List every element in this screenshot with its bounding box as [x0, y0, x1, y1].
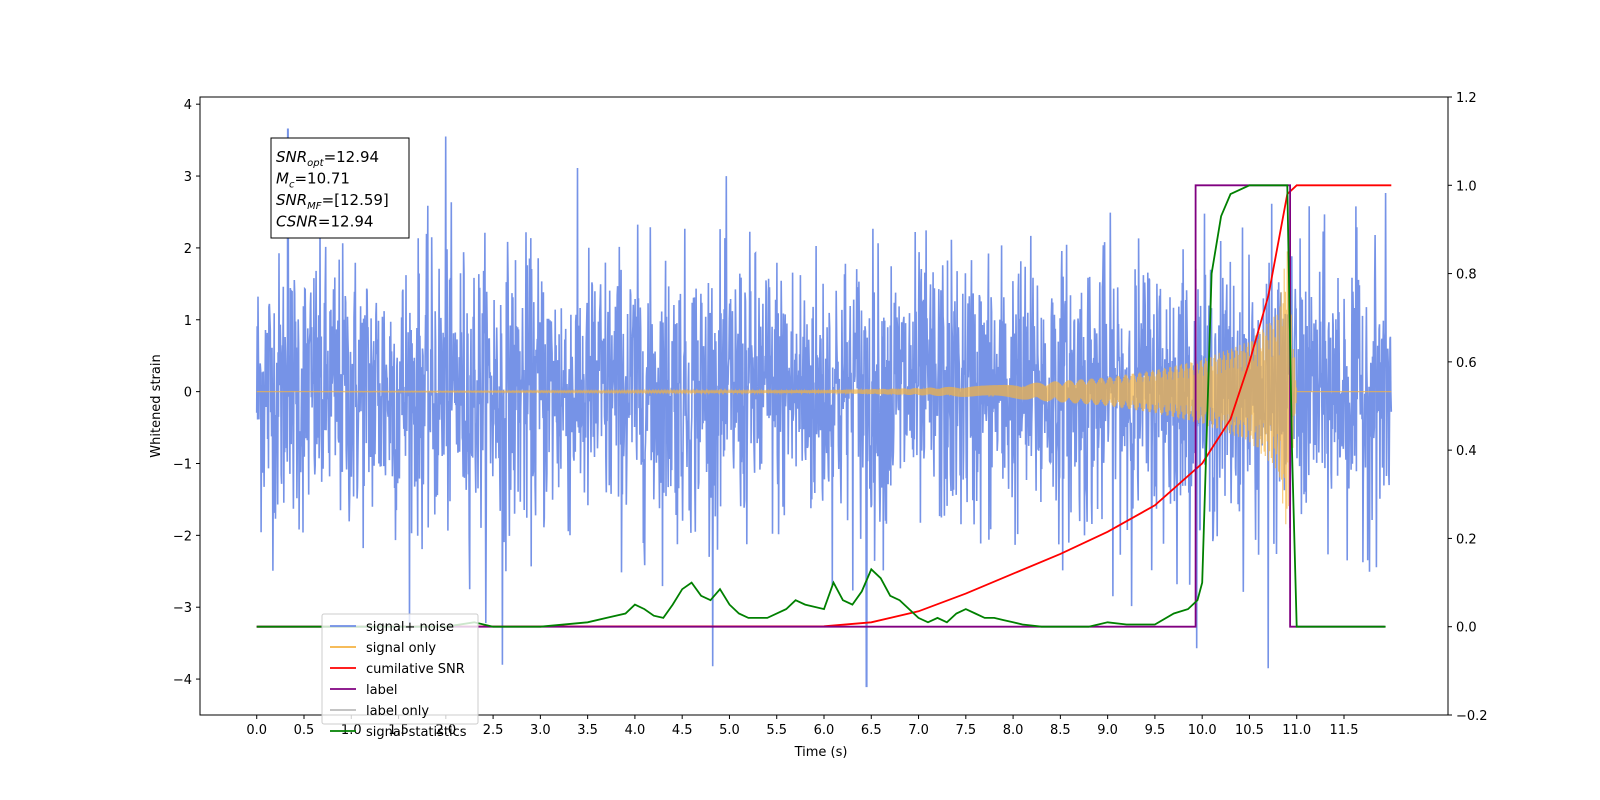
- x-tick-label: 0.0: [246, 723, 267, 738]
- x-tick-label: 5.5: [766, 723, 787, 738]
- x-tick-label: 9.0: [1097, 723, 1118, 738]
- legend-label: signal+ noise: [366, 620, 454, 635]
- y2-tick-label: 0.8: [1456, 268, 1477, 283]
- y2-tick-label: 0.2: [1456, 532, 1477, 547]
- y2-tick-label: 1.0: [1456, 179, 1477, 194]
- x-tick-label: 10.0: [1188, 723, 1217, 738]
- plot-area: [255, 128, 1393, 688]
- x-tick-label: 2.0: [435, 723, 456, 738]
- y-axis-right: 1.2 1.0 0.8 0.6 0.4 0.2 0.0 −0.2: [1448, 91, 1488, 724]
- x-tick-label: 4.0: [625, 723, 646, 738]
- x-tick-label: 10.5: [1235, 723, 1264, 738]
- x-tick-label: 8.5: [1050, 723, 1071, 738]
- y2-tick-label: −0.2: [1456, 709, 1488, 724]
- y2-tick-label: 0.4: [1456, 444, 1477, 459]
- annotation-box: SNRopt=12.94Mc=10.71SNRMF=[12.59]CSNR=12…: [270, 137, 410, 239]
- series-cumulative-snr: [256, 184, 1392, 628]
- legend-frame: [321, 613, 479, 725]
- x-tick-label: 11.5: [1330, 723, 1359, 738]
- series-signal-statistics: [256, 184, 1386, 628]
- legend-label: signal only: [366, 641, 436, 656]
- legend-label: label: [366, 683, 397, 698]
- y-tick-label: −4: [173, 673, 192, 688]
- legend-label: signal statistics: [366, 725, 467, 740]
- y-tick-label: 3: [184, 170, 192, 185]
- x-tick-label: 5.0: [719, 723, 740, 738]
- annotation-line: Mc=10.71: [276, 170, 350, 191]
- series-signal-only: [256, 251, 1392, 525]
- x-tick-label: 1.5: [388, 723, 409, 738]
- x-axis-label: Time (s): [794, 745, 848, 760]
- annotation-line: SNRMF=[12.59]: [276, 191, 389, 212]
- x-tick-label: 9.5: [1145, 723, 1166, 738]
- x-tick-label: 4.5: [672, 723, 693, 738]
- y-tick-label: 1: [184, 314, 192, 329]
- y-tick-label: −2: [173, 529, 192, 544]
- x-tick-label: 11.0: [1282, 723, 1311, 738]
- x-tick-label: 7.5: [955, 723, 976, 738]
- y-axis-label: Whitened strain: [149, 354, 164, 457]
- x-tick-label: 8.0: [1003, 723, 1024, 738]
- x-tick-label: 0.5: [294, 723, 315, 738]
- y2-tick-label: 1.2: [1456, 91, 1477, 106]
- y-axis-left: 4 3 2 1 0 −1 −2 −3 −4: [173, 98, 200, 688]
- x-tick-label: 6.5: [861, 723, 882, 738]
- annotation-line: CSNR=12.94: [276, 213, 373, 231]
- y2-tick-label: 0.6: [1456, 356, 1477, 371]
- x-tick-label: 3.0: [530, 723, 551, 738]
- annotation-frame: [270, 137, 410, 239]
- y-tick-label: 2: [184, 242, 192, 257]
- y-tick-label: −3: [173, 601, 192, 616]
- legend-label: label only: [366, 704, 429, 719]
- legend-label: cumilative SNR: [366, 662, 465, 677]
- y-tick-label: 0: [184, 386, 192, 401]
- y-tick-label: −1: [173, 457, 192, 472]
- y-tick-label: 4: [184, 98, 192, 113]
- legend: signal+ noise signal only cumilative SNR la…: [321, 613, 479, 740]
- x-axis: 0.0 0.5 1.0 1.5 2.0 2.5 3.0 3.5 4.0 4.5 5.0 5.5 6.0 6…: [246, 715, 1358, 738]
- x-tick-label: 2.5: [483, 723, 504, 738]
- x-tick-label: 3.5: [577, 723, 598, 738]
- x-tick-label: 6.0: [814, 723, 835, 738]
- y2-tick-label: 0.0: [1456, 621, 1477, 636]
- annotation-line: SNRopt=12.94: [276, 148, 379, 169]
- x-tick-label: 7.0: [908, 723, 929, 738]
